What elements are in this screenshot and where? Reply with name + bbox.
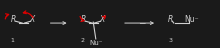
Text: 2: 2: [81, 38, 85, 43]
Text: −: −: [138, 19, 145, 28]
Text: R: R: [167, 15, 173, 24]
Text: Nu⁻: Nu⁻: [185, 15, 199, 24]
Text: 1: 1: [11, 38, 15, 43]
Text: X: X: [100, 15, 105, 24]
Text: 3: 3: [168, 38, 172, 43]
Text: X: X: [30, 15, 35, 24]
Text: R: R: [81, 15, 86, 24]
Text: R: R: [11, 15, 16, 24]
Text: Nu⁻: Nu⁻: [89, 40, 103, 46]
